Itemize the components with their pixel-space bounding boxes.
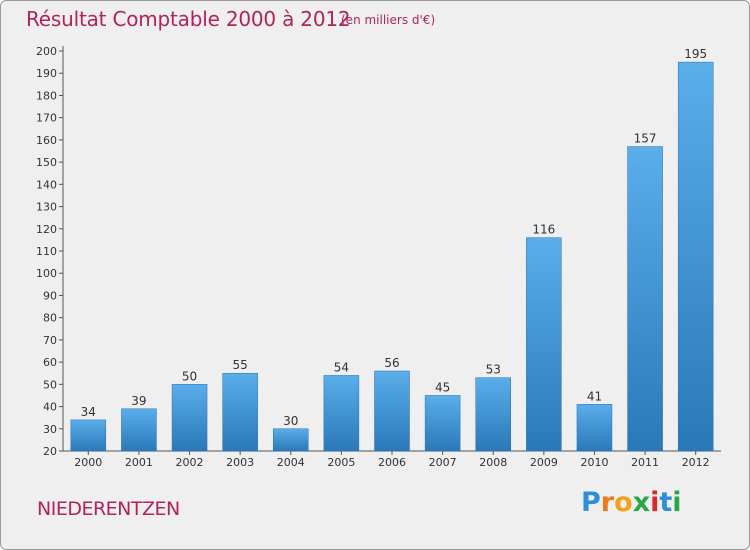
x-tick-label: 2004 <box>277 456 305 469</box>
logo-letter: r <box>600 487 615 518</box>
bar <box>171 384 208 452</box>
bar <box>70 419 107 452</box>
data-label: 54 <box>334 360 349 374</box>
y-tick-label: 140 <box>36 178 57 191</box>
commune-name: NIEDERENTZEN <box>37 498 180 520</box>
y-tick-label: 100 <box>36 267 57 280</box>
chart-title: Résultat Comptable 2000 à 2012 <box>26 7 351 31</box>
bar <box>526 237 562 452</box>
data-label: 157 <box>634 132 657 146</box>
x-tick-label: 2009 <box>530 456 558 469</box>
y-tick-label: 180 <box>36 89 57 102</box>
bar <box>475 377 511 452</box>
logo-letter: i <box>650 487 660 518</box>
bar <box>222 372 258 452</box>
logo-letter: P <box>581 487 601 518</box>
x-tick-label: 2008 <box>479 456 507 469</box>
bar <box>677 61 714 452</box>
x-tick-label: 2005 <box>327 456 355 469</box>
data-label: 55 <box>233 358 248 372</box>
x-tick-label: 2003 <box>226 456 254 469</box>
x-tick-label: 2002 <box>176 456 204 469</box>
y-tick-label: 150 <box>36 156 57 169</box>
data-label: 41 <box>587 389 602 403</box>
proxiti-logo[interactable]: Proxiti <box>581 487 682 518</box>
logo-letter: i <box>672 487 682 518</box>
y-tick-label: 60 <box>43 356 57 369</box>
data-label: 30 <box>283 414 298 428</box>
y-tick-label: 190 <box>36 67 57 80</box>
chart-subtitle: (en milliers d'€) <box>341 13 436 27</box>
y-tick-label: 80 <box>43 312 57 325</box>
bar <box>273 428 309 452</box>
data-label: 53 <box>486 363 501 377</box>
y-tick-label: 110 <box>36 245 57 258</box>
x-tick-label: 2010 <box>580 456 608 469</box>
data-label: 39 <box>131 394 146 408</box>
x-tick-label: 2011 <box>631 456 659 469</box>
y-tick-label: 40 <box>43 401 57 414</box>
logo-letter: x <box>632 487 651 518</box>
x-tick-label: 2007 <box>429 456 457 469</box>
y-tick-label: 90 <box>43 289 57 302</box>
bar <box>576 404 613 452</box>
y-tick-label: 160 <box>36 134 57 147</box>
x-tick-label: 2000 <box>74 456 102 469</box>
bar <box>424 395 461 452</box>
y-tick-label: 20 <box>43 445 57 458</box>
y-tick-label: 70 <box>43 334 57 347</box>
data-label: 45 <box>435 380 450 394</box>
data-label: 56 <box>384 356 399 370</box>
logo-letter: o <box>614 487 633 518</box>
x-tick-label: 2001 <box>125 456 153 469</box>
data-label: 116 <box>532 223 555 237</box>
x-tick-label: 2012 <box>682 456 710 469</box>
logo-letter: t <box>659 487 673 518</box>
y-tick-label: 50 <box>43 378 57 391</box>
y-tick-label: 120 <box>36 223 57 236</box>
bar <box>121 408 157 452</box>
bar <box>627 146 663 452</box>
y-tick-label: 130 <box>36 201 57 214</box>
y-tick-label: 170 <box>36 112 57 125</box>
y-tick-label: 200 <box>36 45 57 58</box>
bar <box>323 375 360 452</box>
data-label: 34 <box>81 405 96 419</box>
data-label: 50 <box>182 369 197 383</box>
x-tick-label: 2006 <box>378 456 406 469</box>
y-tick-label: 30 <box>43 423 57 436</box>
data-label: 195 <box>684 47 707 61</box>
bar <box>374 370 410 452</box>
